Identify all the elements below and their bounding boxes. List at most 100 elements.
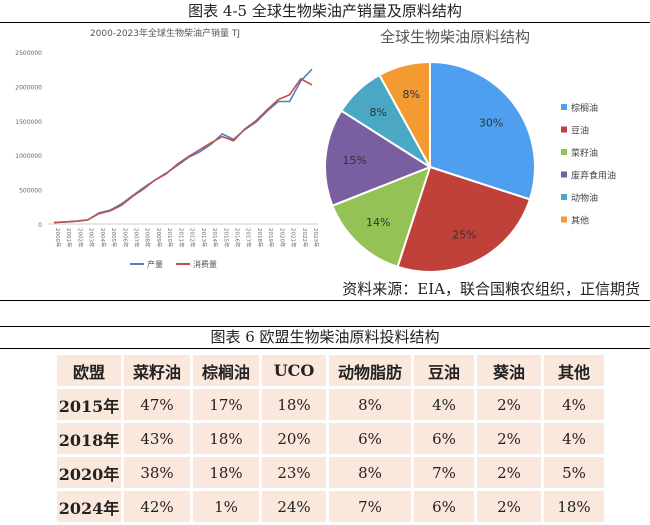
table-row: 2020年 38% 18% 23% 8% 7% 2% 5%	[57, 457, 604, 488]
pie-legend-label: 其他	[571, 215, 589, 227]
y-tick-label: 500000	[19, 188, 42, 195]
table-cell: 8%	[329, 457, 411, 488]
column-header: 棕榈油	[193, 355, 259, 386]
x-tick-label: 2012年	[189, 228, 197, 248]
pie-chart: 全球生物柴油原料结构 30% 25% 14% 15% 8% 8% 棕榈油豆油菜籽油废弃食用…	[325, 28, 616, 273]
table-cell: 43%	[124, 423, 190, 454]
y-tick-label: 1000000	[15, 153, 42, 160]
table-cell: 4%	[544, 423, 604, 454]
x-tick-label: 2013年	[200, 228, 208, 248]
pie-chart-title: 全球生物柴油原料结构	[380, 28, 530, 46]
table-cell: 2%	[477, 423, 541, 454]
x-tick-label: 2017年	[245, 228, 253, 248]
line-chart-series	[53, 68, 313, 224]
column-header: 菜籽油	[124, 355, 190, 386]
x-tick-label: 2004年	[99, 228, 107, 248]
pie-slice-label: 14%	[366, 216, 390, 229]
table-cell: 18%	[262, 389, 326, 420]
line-chart-y-axis: 0 500000 1000000 1500000 2000000 2500000	[15, 50, 318, 229]
x-tick-label: 2006年	[121, 228, 129, 248]
pie-slice-label: 25%	[452, 228, 476, 241]
table-cell: 23%	[262, 457, 326, 488]
column-header: 豆油	[414, 355, 474, 386]
pie-legend-label: 棕榈油	[571, 102, 598, 114]
table-cell: 5%	[544, 457, 604, 488]
pie-legend-swatch	[561, 126, 567, 133]
table-cell: 17%	[193, 389, 259, 420]
pie-slice-label: 8%	[370, 106, 387, 119]
table-cell: 8%	[329, 389, 411, 420]
pie-slice-废弃食用油	[325, 109, 433, 207]
table-cell: 47%	[124, 389, 190, 420]
pie-legend-label: 废弃食用油	[571, 170, 616, 182]
legend-label: 消费量	[193, 259, 217, 269]
row-year: 2015年	[57, 389, 121, 420]
table-cell: 6%	[329, 423, 411, 454]
x-tick-label: 2019年	[267, 228, 275, 248]
pie-legend-swatch	[561, 149, 567, 155]
legend-label: 产量	[147, 259, 163, 269]
y-tick-label: 0	[38, 222, 42, 229]
x-tick-label: 2007年	[133, 228, 141, 248]
pie-slice-其他	[378, 60, 431, 168]
pie-slice-棕榈油	[429, 60, 536, 201]
table-row: 2015年 47% 17% 18% 8% 4% 2% 4%	[57, 389, 604, 420]
pie-slice-label: 8%	[402, 88, 419, 101]
column-header: 葵油	[477, 355, 541, 386]
series-line-消费量	[53, 77, 313, 224]
table-cell: 20%	[262, 423, 326, 454]
table-title-rule-bottom	[0, 348, 650, 349]
table-cell: 7%	[329, 491, 411, 522]
pie-legend-label: 动物油	[571, 192, 598, 204]
y-tick-label: 2500000	[15, 50, 42, 57]
pie-legend-swatch	[561, 171, 567, 178]
source-note: 资料来源：EIA，联合国粮农组织，正信期货	[342, 280, 640, 298]
x-tick-label: 2008年	[144, 228, 152, 248]
column-header: 欧盟	[57, 355, 121, 386]
pie-labels: 30% 25% 14% 15% 8% 8%	[343, 88, 504, 242]
eu-feedstock-table: 欧盟 菜籽油 棕榈油 UCO 动物脂肪 豆油 葵油 其他 2015年 47% 17%…	[54, 352, 607, 525]
x-tick-label: 2005年	[110, 228, 118, 248]
column-header: UCO	[262, 355, 326, 386]
table-cell: 42%	[124, 491, 190, 522]
figure-2-title: 图表 6 欧盟生物柴油原料投料结构	[210, 328, 440, 346]
pie-slice-菜籽油	[331, 165, 432, 269]
y-tick-label: 2000000	[15, 84, 42, 91]
figure-1-title: 图表 4-5 全球生物柴油产销量及原料结构	[188, 2, 462, 20]
pie-legend-label: 菜籽油	[571, 147, 598, 159]
x-tick-label: 2014年	[211, 228, 219, 248]
x-tick-label: 2000年	[54, 228, 62, 248]
x-tick-label: 2003年	[88, 228, 96, 248]
line-chart-title: 2000-2023年全球生物柴油产销量 TJ	[90, 27, 240, 39]
row-year: 2018年	[57, 423, 121, 454]
x-tick-label: 2011年	[177, 228, 185, 248]
table-row: 2018年 43% 18% 20% 6% 6% 2% 4%	[57, 423, 604, 454]
line-chart-legend: 产量 消费量	[130, 259, 217, 269]
table-row: 2024年 42% 1% 24% 7% 6% 2% 18%	[57, 491, 604, 522]
table-cell: 7%	[414, 457, 474, 488]
table-cell: 4%	[414, 389, 474, 420]
source-rule	[0, 300, 650, 301]
series-line-产量	[53, 68, 313, 224]
x-tick-label: 2023年	[312, 228, 320, 248]
row-year: 2024年	[57, 491, 121, 522]
column-header: 其他	[544, 355, 604, 386]
pie-slice-label: 15%	[343, 154, 367, 167]
x-tick-label: 2009年	[155, 228, 163, 248]
pie-slices	[325, 60, 536, 273]
x-tick-label: 2002年	[76, 228, 84, 248]
table-cell: 2%	[477, 457, 541, 488]
title-rule-top	[0, 22, 650, 23]
x-tick-label: 2016年	[233, 228, 241, 248]
pie-legend-swatch	[561, 216, 567, 223]
table-header-row: 欧盟 菜籽油 棕榈油 UCO 动物脂肪 豆油 葵油 其他	[57, 355, 604, 386]
x-tick-label: 2021年	[290, 228, 298, 248]
x-tick-label: 2001年	[65, 228, 73, 248]
table-cell: 24%	[262, 491, 326, 522]
row-year: 2020年	[57, 457, 121, 488]
table-title-rule-top	[0, 326, 650, 327]
table-cell: 18%	[193, 457, 259, 488]
table-cell: 2%	[477, 491, 541, 522]
pie-legend-swatch	[561, 194, 567, 200]
